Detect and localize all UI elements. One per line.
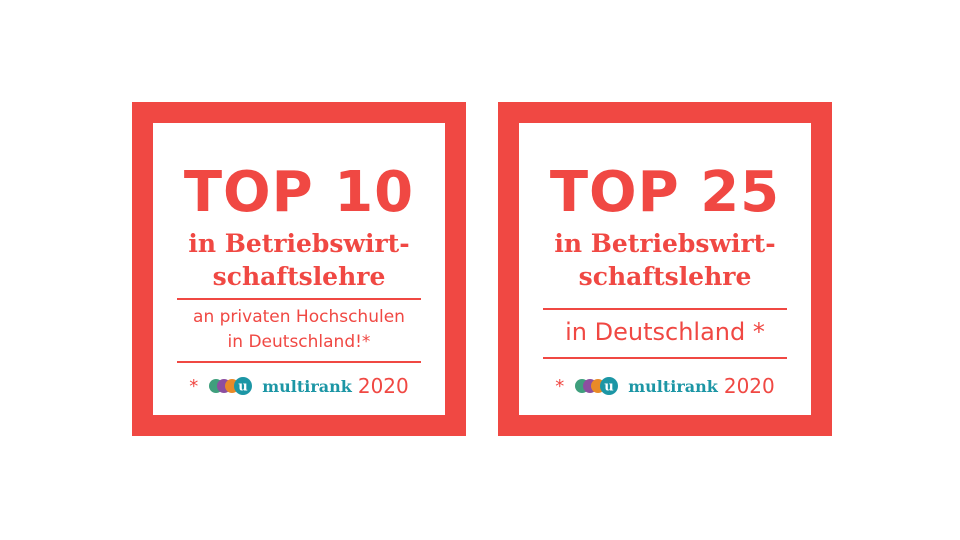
scope-line-1: in Deutschland * [565,318,765,346]
badge-headline: TOP 10 [183,160,415,225]
badge-footer: * u multirank 2020 [519,371,811,401]
subject-line-1: in Betriebswirt- [554,229,776,258]
ranking-year: 2020 [357,374,409,398]
subject-line-2: schaftslehre [578,262,752,291]
ranking-badge-top10: TOP 10 in Betriebswirt- schaftslehre an … [132,102,466,436]
scope-line-2: in Deutschland!* [227,332,371,352]
badge-headline: TOP 25 [549,160,781,225]
multirank-logo-icon: u [575,377,619,395]
logo-letter: u [239,380,248,395]
badge-subject: in Betriebswirt- schaftslehre [519,227,811,293]
scope-line-1: an privaten Hochschulen [193,307,405,327]
footnote-asterisk: * [189,375,199,397]
divider-bottom [543,357,787,359]
divider-top [177,298,421,300]
ranking-year: 2020 [723,374,775,398]
multirank-logo-icon: u [209,377,253,395]
logo-letter: u [605,380,614,395]
brand-name: multirank [262,376,352,396]
badge-scope: an privaten Hochschulen in Deutschland!* [153,305,445,355]
ranking-badge-top25: TOP 25 in Betriebswirt- schaftslehre in … [498,102,832,436]
divider-bottom [177,361,421,363]
subject-line-2: schaftslehre [212,262,386,291]
badge-subject: in Betriebswirt- schaftslehre [153,227,445,293]
footnote-asterisk: * [555,375,565,397]
brand-name: multirank [628,376,718,396]
badge-scope: in Deutschland * [519,316,811,348]
badge-footer: * u multirank 2020 [153,371,445,401]
subject-line-1: in Betriebswirt- [188,229,410,258]
divider-top [543,308,787,310]
